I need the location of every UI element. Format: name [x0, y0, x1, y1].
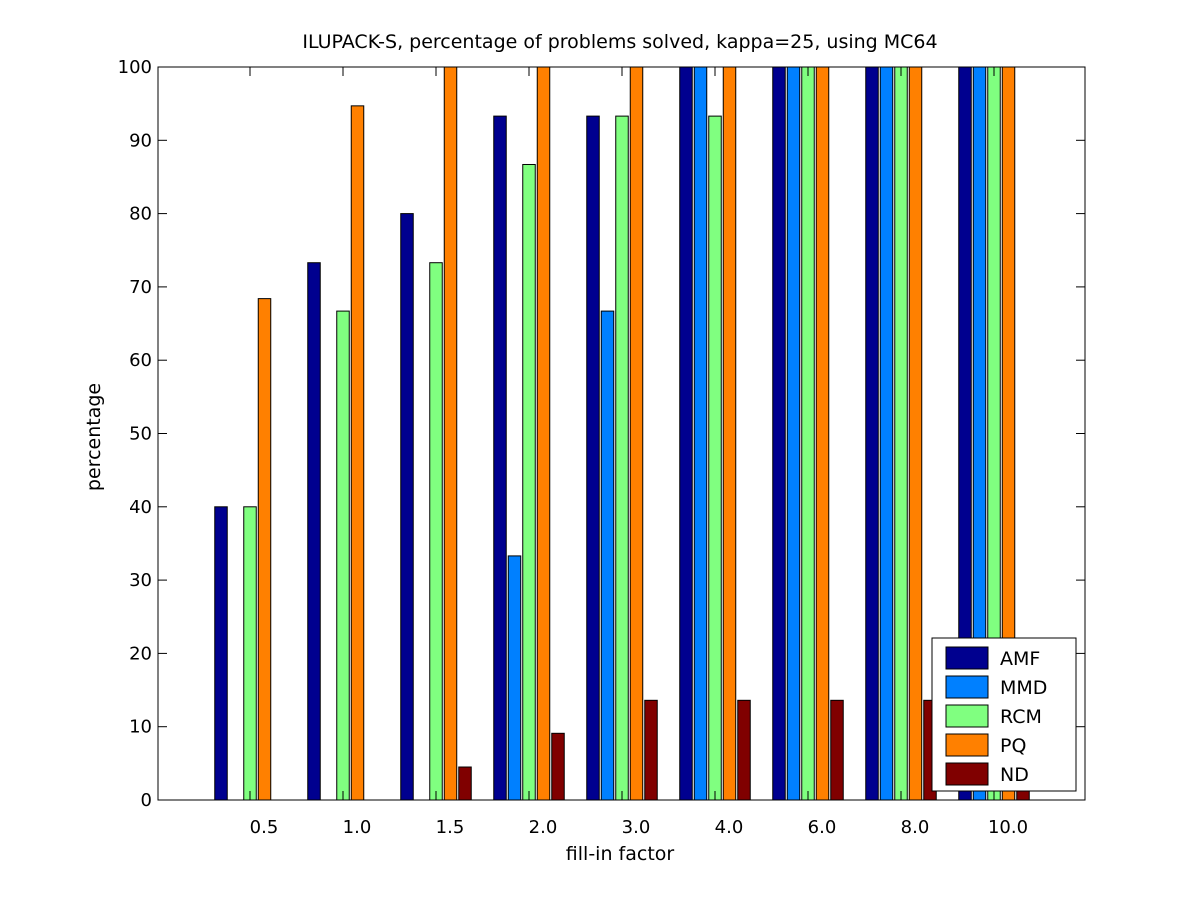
- bar-pq-3.0: [629, 66, 644, 801]
- bar-mmd-4.0: [693, 66, 708, 801]
- bar-nd-1.5: [458, 766, 472, 801]
- axes-layer: 0 10 20 30 40 50 60 70 80 90 100 0.5 1.0 1.5 2.0 3.0 4.0…: [118, 57, 1086, 838]
- bar-amf-3.0: [586, 115, 600, 801]
- y-tick-label: 100: [118, 57, 152, 78]
- bar-mmd-8.0: [879, 66, 894, 801]
- x-tick-label: 10.0: [988, 817, 1028, 838]
- legend-label-rcm: RCM: [1000, 706, 1042, 728]
- bar-nd-4.0: [737, 699, 751, 801]
- bar-amf-2.0: [493, 115, 507, 801]
- bar-rcm-0.5: [243, 506, 257, 801]
- y-tick-label: 80: [129, 204, 152, 225]
- y-tick-label: 50: [129, 424, 152, 445]
- x-tick-label: 0.5: [250, 817, 279, 838]
- bar-pq-2.0: [536, 66, 551, 801]
- legend-swatch-mmd: [945, 675, 989, 699]
- legend-swatch-rcm: [945, 704, 989, 728]
- bar-amf-6.0: [772, 66, 786, 801]
- legend-label-mmd: MMD: [1000, 677, 1047, 699]
- bar-pq-4.0: [722, 66, 737, 801]
- bar-amf-4.0: [679, 66, 693, 801]
- bar-nd-3.0: [644, 699, 658, 801]
- x-tick-label: 6.0: [808, 817, 837, 838]
- y-tick-label: 30: [129, 570, 152, 591]
- y-tick-label: 20: [129, 643, 152, 664]
- y-tick-label: 70: [129, 277, 152, 298]
- bar-amf-1.5: [400, 213, 414, 801]
- bar-pq-8.0: [908, 66, 923, 801]
- bar-amf-8.0: [865, 66, 879, 801]
- bar-mmd-3.0: [600, 310, 615, 801]
- bar-rcm-4.0: [708, 115, 722, 801]
- y-tick-label: 0: [141, 790, 152, 811]
- bars-layer: [214, 66, 1030, 801]
- x-axis-title: fill-in factor: [566, 843, 675, 865]
- bar-nd-2.0: [551, 732, 565, 801]
- x-tick-label: 3.0: [622, 817, 651, 838]
- bar-pq-0.5: [257, 298, 272, 801]
- bar-amf-0.5: [214, 506, 228, 801]
- bar-mmd-6.0: [786, 66, 801, 801]
- bar-pq-1.5: [443, 66, 458, 801]
- bar-pq-1.0: [350, 105, 365, 801]
- x-tick-label: 4.0: [715, 817, 744, 838]
- legend-swatch-nd: [945, 762, 989, 786]
- legend-swatch-pq: [945, 733, 989, 757]
- x-tick-label: 1.0: [343, 817, 372, 838]
- y-tick-label: 90: [129, 130, 152, 151]
- legend: AMF MMD RCM PQ ND: [931, 637, 1077, 792]
- bar-rcm-8.0: [894, 66, 908, 801]
- legend-label-amf: AMF: [1000, 648, 1040, 670]
- x-tick-label: 1.5: [436, 817, 465, 838]
- x-tick-label: 8.0: [901, 817, 930, 838]
- x-tick-label: 2.0: [529, 817, 558, 838]
- legend-label-nd: ND: [1000, 764, 1029, 786]
- legend-label-pq: PQ: [1000, 735, 1026, 757]
- legend-swatch-amf: [945, 646, 989, 670]
- y-tick-label: 60: [129, 350, 152, 371]
- bar-nd-6.0: [830, 699, 844, 801]
- bar-rcm-1.0: [336, 310, 350, 801]
- bar-rcm-1.5: [429, 262, 443, 801]
- y-tick-label: 40: [129, 497, 152, 518]
- bar-pq-6.0: [815, 66, 830, 801]
- bar-mmd-2.0: [507, 555, 522, 801]
- y-tick-label: 10: [129, 717, 152, 738]
- bar-rcm-6.0: [801, 66, 815, 801]
- bar-rcm-2.0: [522, 163, 536, 801]
- y-axis-title: percentage: [83, 383, 105, 491]
- bar-amf-1.0: [307, 262, 321, 801]
- bar-rcm-3.0: [615, 115, 629, 801]
- chart-title: ILUPACK-S, percentage of problems solved…: [302, 31, 937, 53]
